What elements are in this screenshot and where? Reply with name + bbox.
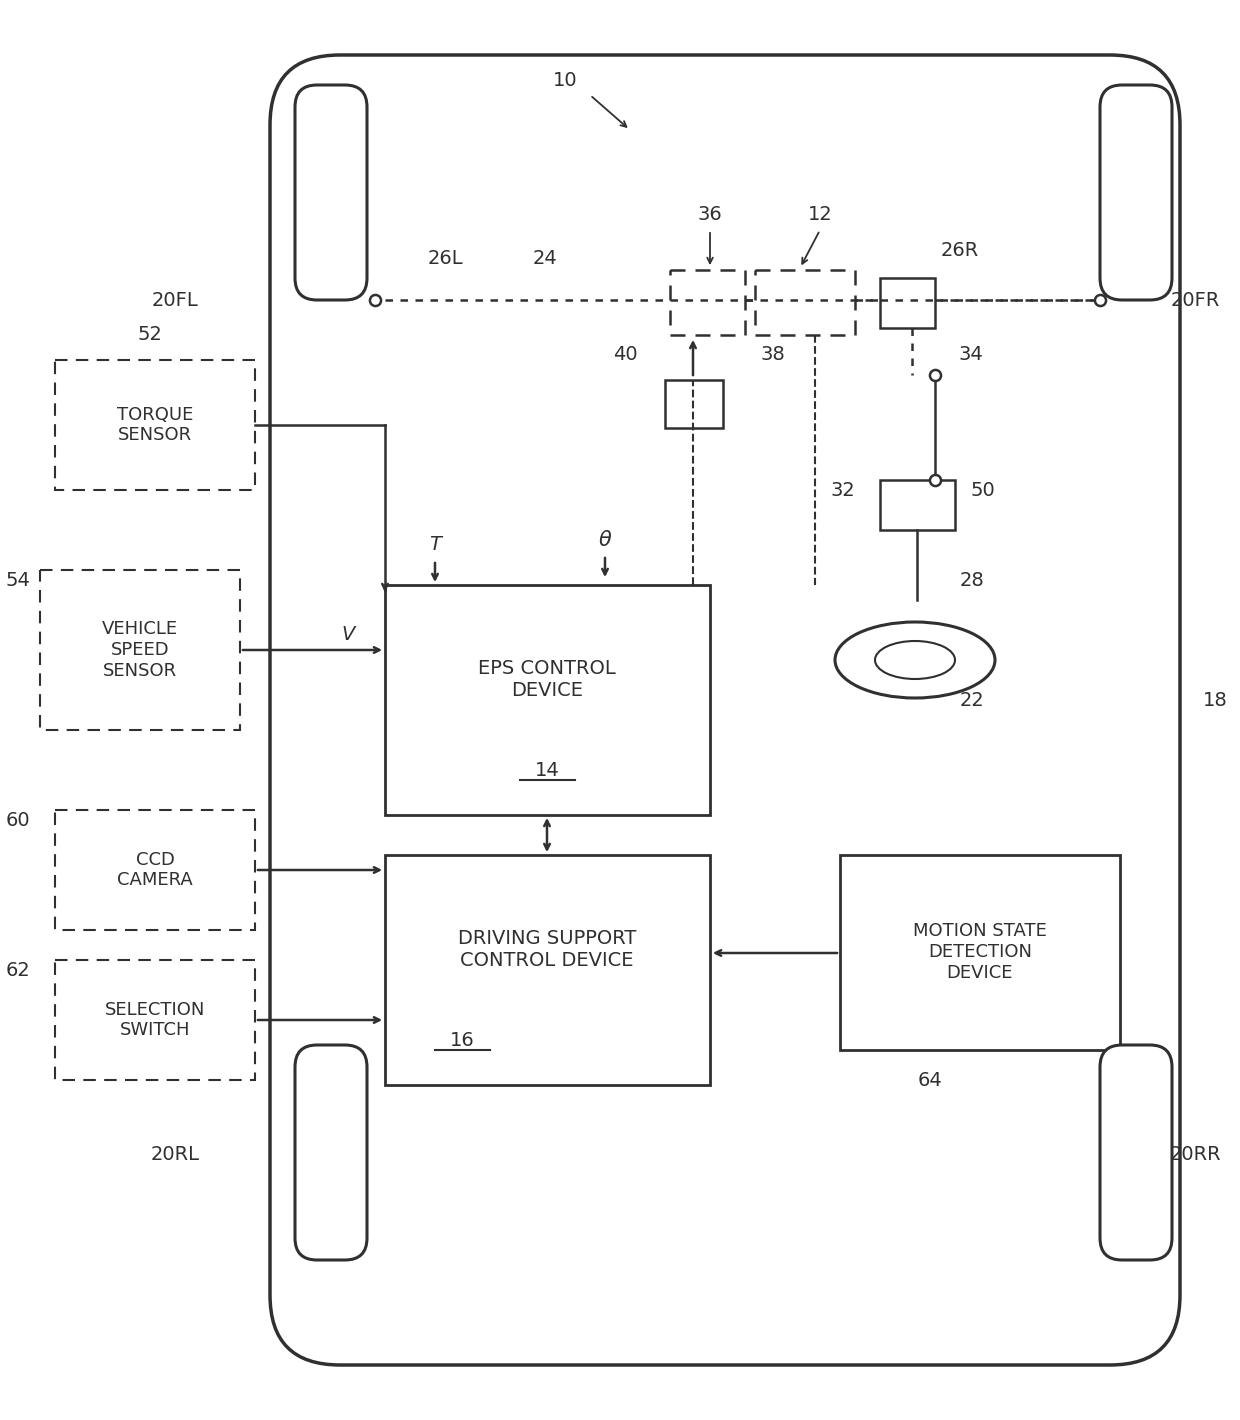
Bar [55, 361, 255, 490]
Text: 24: 24 [533, 248, 557, 267]
Bar [880, 278, 935, 328]
Text: 64: 64 [918, 1071, 942, 1089]
Text: θ: θ [599, 530, 611, 550]
Text: 32: 32 [831, 480, 856, 500]
Text: MOTION STATE
DETECTION
DEVICE: MOTION STATE DETECTION DEVICE [913, 922, 1047, 981]
Ellipse shape [835, 622, 994, 699]
FancyBboxPatch shape [295, 1045, 367, 1260]
Text: V: V [342, 625, 355, 645]
Text: 36: 36 [698, 206, 723, 224]
Text: SELECTION
SWITCH: SELECTION SWITCH [105, 1001, 205, 1039]
Ellipse shape [875, 640, 955, 679]
Text: 38: 38 [760, 345, 785, 365]
Text: 20FR: 20FR [1171, 291, 1220, 310]
Bar [55, 960, 255, 1081]
Text: T: T [429, 535, 441, 554]
Text: CCD
CAMERA: CCD CAMERA [117, 851, 193, 889]
Text: 34: 34 [959, 345, 983, 365]
Text: 40: 40 [614, 345, 639, 365]
Bar [755, 270, 856, 335]
Text: 16: 16 [450, 1031, 475, 1049]
FancyBboxPatch shape [1100, 85, 1172, 300]
Text: 60: 60 [5, 811, 30, 829]
Bar [665, 381, 723, 427]
FancyBboxPatch shape [1100, 1045, 1172, 1260]
Text: TORQUE
SENSOR: TORQUE SENSOR [117, 406, 193, 444]
Text: EPS CONTROL
DEVICE: EPS CONTROL DEVICE [479, 659, 616, 700]
Text: 22: 22 [960, 690, 985, 710]
Bar [839, 855, 1120, 1049]
Bar [670, 270, 745, 335]
Bar [55, 809, 255, 930]
Bar [880, 480, 955, 530]
Text: 10: 10 [553, 71, 578, 89]
Text: 12: 12 [807, 206, 832, 224]
Bar [384, 855, 711, 1085]
Text: 62: 62 [5, 960, 30, 980]
Text: 20FL: 20FL [151, 291, 198, 310]
Bar [384, 585, 711, 815]
Text: VEHICLE
SPEED
SENSOR: VEHICLE SPEED SENSOR [102, 621, 179, 680]
Text: DRIVING SUPPORT
CONTROL DEVICE: DRIVING SUPPORT CONTROL DEVICE [458, 930, 636, 970]
Bar [40, 569, 241, 730]
FancyBboxPatch shape [295, 85, 367, 300]
Text: 52: 52 [138, 325, 162, 345]
Text: 50: 50 [970, 480, 994, 500]
Text: 18: 18 [1203, 690, 1228, 710]
Text: 26R: 26R [941, 240, 980, 260]
Text: 20RL: 20RL [150, 1146, 200, 1164]
Text: 28: 28 [960, 571, 985, 589]
Text: 26L: 26L [428, 248, 463, 267]
Text: 20RR: 20RR [1169, 1146, 1221, 1164]
Text: 54: 54 [5, 571, 30, 589]
Text: 14: 14 [534, 761, 559, 780]
FancyBboxPatch shape [270, 55, 1180, 1365]
